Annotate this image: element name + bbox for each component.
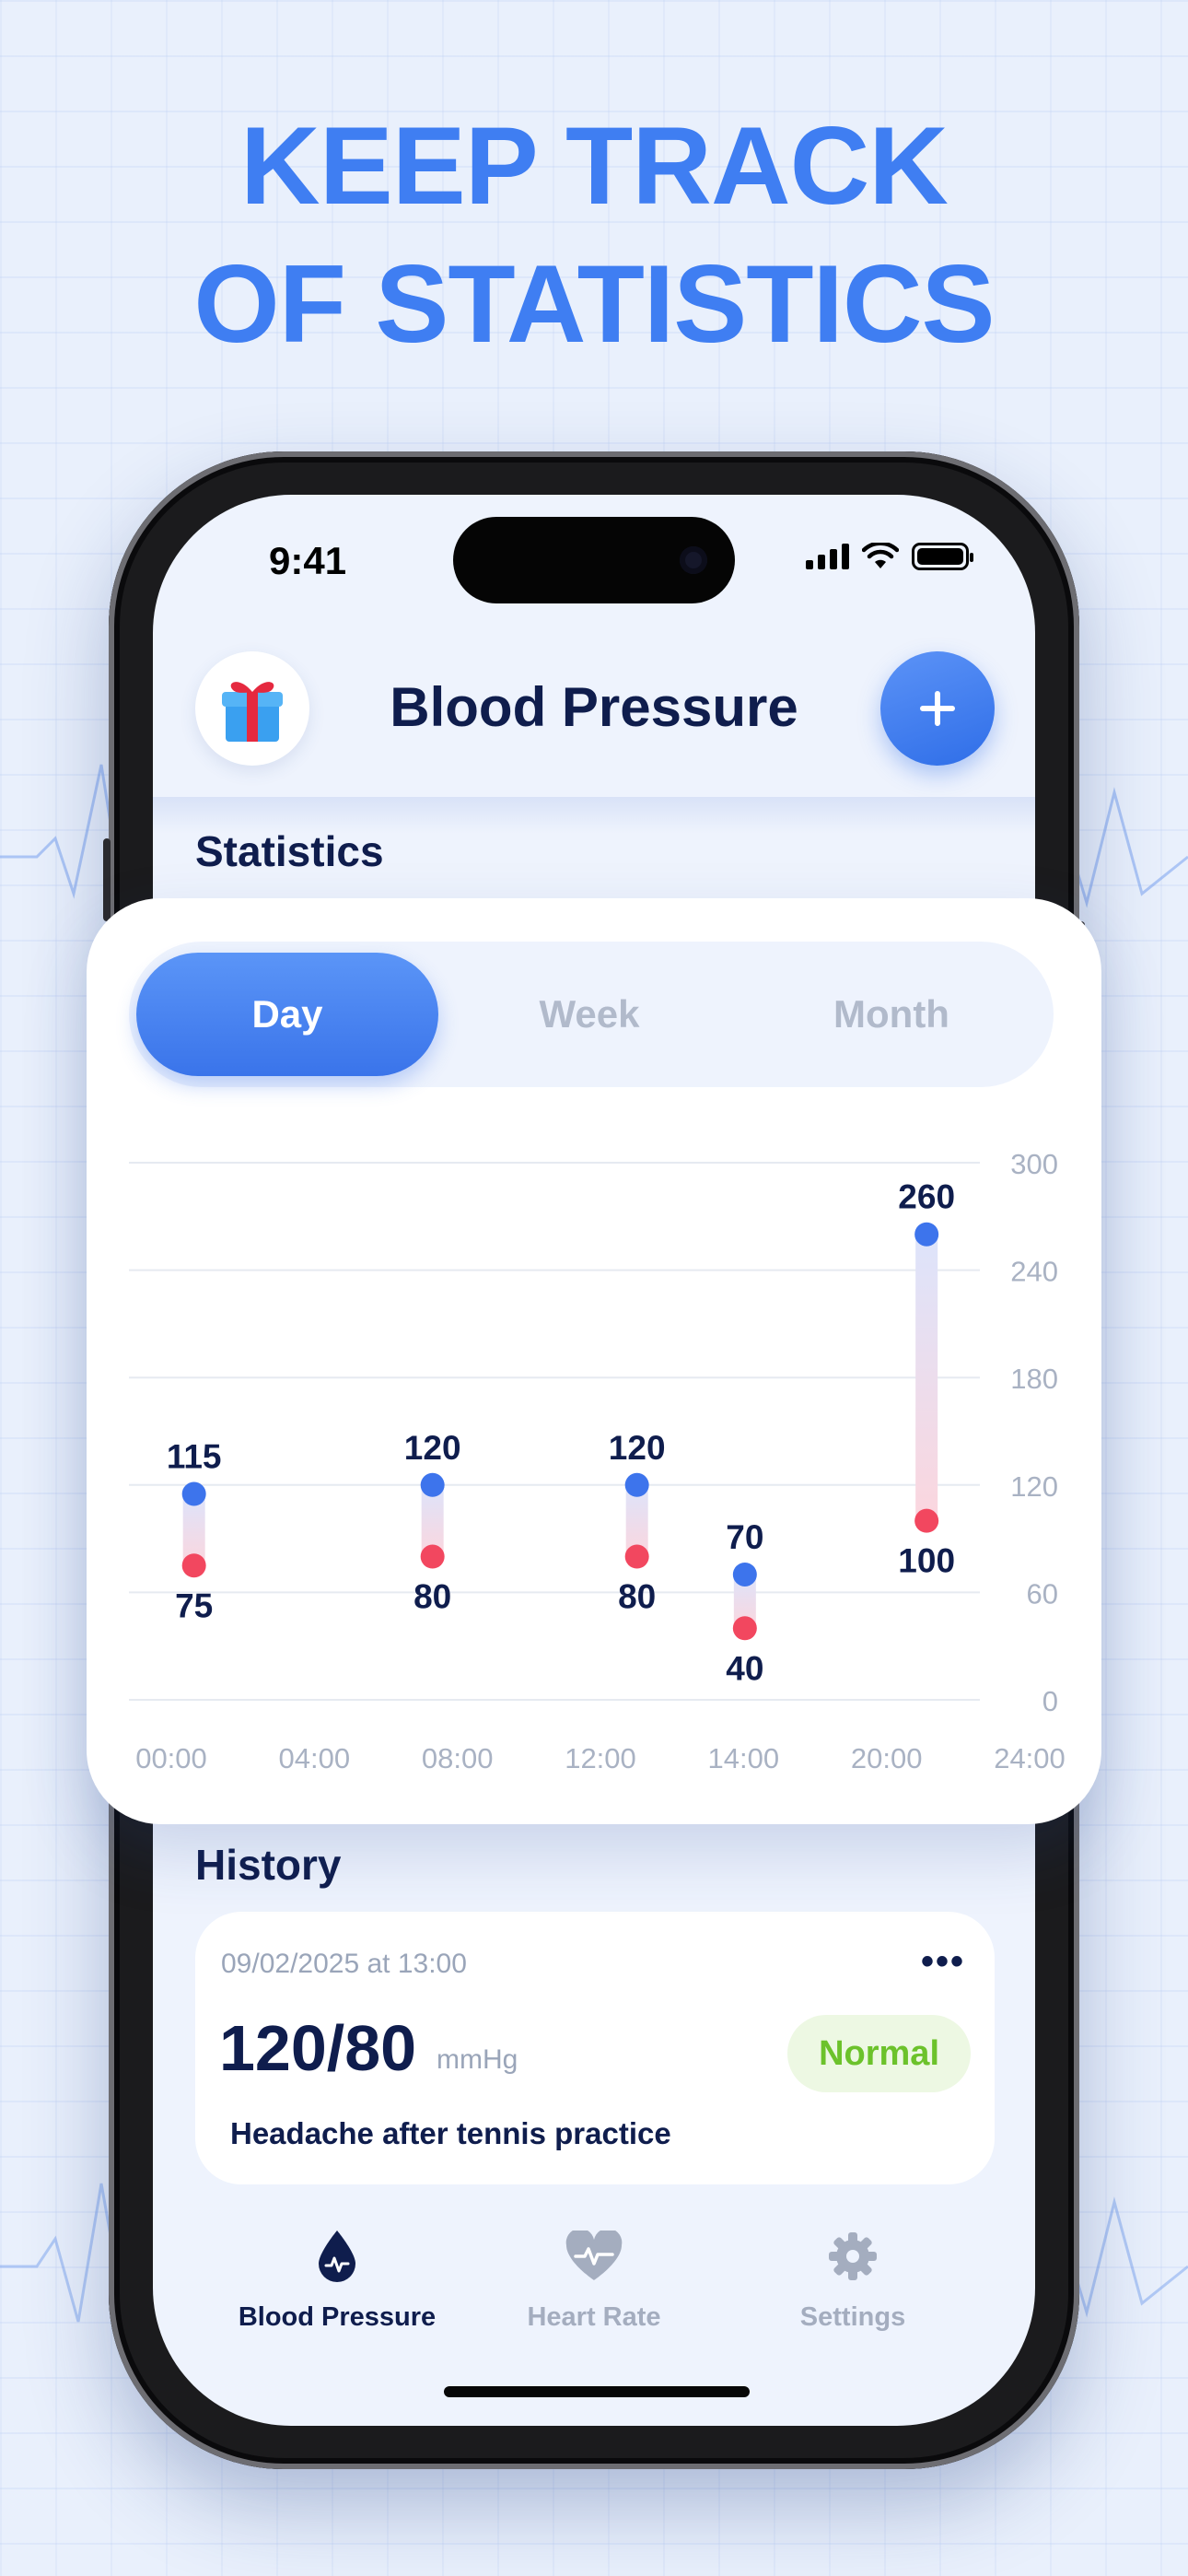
- tab-blood-pressure[interactable]: Blood Pressure: [199, 2227, 475, 2333]
- diastolic-point: [732, 1616, 757, 1641]
- history-entry-date: 09/02/2025 at 13:00: [221, 1949, 467, 1979]
- phone-side-button: [103, 838, 111, 921]
- wifi-icon: [862, 543, 899, 568]
- diastolic-point: [420, 1544, 445, 1569]
- gift-icon: [222, 682, 283, 742]
- x-tick-label: 08:00: [422, 1742, 494, 1774]
- diastolic-value-label: 75: [175, 1587, 213, 1624]
- range-bar: [421, 1484, 444, 1557]
- gift-button[interactable]: [195, 651, 309, 766]
- tab-heart-rate[interactable]: Heart Rate: [456, 2227, 732, 2333]
- systolic-value-label: 260: [898, 1178, 955, 1216]
- range-bar: [915, 1234, 938, 1521]
- diastolic-point: [914, 1508, 939, 1533]
- x-tick-label: 00:00: [135, 1742, 207, 1774]
- tab-label-heart-rate: Heart Rate: [527, 2302, 661, 2332]
- systolic-value-label: 120: [404, 1429, 461, 1467]
- systolic-value-label: 120: [609, 1429, 666, 1467]
- history-entry-note: Headache after tennis practice: [230, 2116, 671, 2150]
- plus-icon: [920, 691, 955, 726]
- cellular-signal-icon: [806, 544, 849, 569]
- tab-week[interactable]: Week: [539, 992, 640, 1036]
- y-tick-label: 240: [1010, 1256, 1058, 1288]
- history-title: History: [195, 1841, 342, 1889]
- more-options-icon[interactable]: •••: [920, 1941, 965, 1982]
- systolic-point: [732, 1562, 757, 1587]
- y-tick-label: 60: [1027, 1577, 1058, 1610]
- blood-pressure-chart: 300 240 180 120 60 0 00:00 04:00 08:00 12:00 14:0…: [129, 1148, 1066, 1774]
- x-tick-label: 24:00: [994, 1742, 1066, 1774]
- diastolic-value-label: 100: [898, 1542, 955, 1580]
- systolic-point: [181, 1481, 206, 1506]
- gear-icon: [829, 2232, 877, 2280]
- systolic-point: [914, 1222, 939, 1247]
- range-bar: [733, 1574, 756, 1629]
- systolic-value-label: 70: [726, 1518, 763, 1556]
- diastolic-value-label: 80: [413, 1578, 451, 1616]
- range-bar: [625, 1484, 648, 1557]
- tab-label-settings: Settings: [799, 2302, 906, 2332]
- diastolic-value-label: 80: [618, 1578, 656, 1616]
- range-bar: [182, 1493, 205, 1566]
- period-segmented-control: Day Week Month: [129, 942, 1054, 1087]
- blood-drop-icon: [319, 2231, 355, 2282]
- history-entry-card[interactable]: 09/02/2025 at 13:00 ••• 120/80 mmHg Norm…: [195, 1912, 995, 2184]
- tab-label-blood-pressure: Blood Pressure: [238, 2302, 437, 2332]
- tab-month[interactable]: Month: [833, 992, 949, 1036]
- y-tick-label: 180: [1010, 1363, 1058, 1395]
- headline-line-2: OF STATISTICS: [193, 242, 995, 366]
- y-tick-label: 120: [1010, 1470, 1058, 1503]
- tab-settings[interactable]: Settings: [715, 2227, 991, 2333]
- page-title: Blood Pressure: [390, 676, 798, 738]
- history-entry-value: 120/80: [219, 2012, 417, 2084]
- systolic-point: [624, 1472, 649, 1497]
- status-time: 9:41: [269, 539, 347, 582]
- x-tick-label: 04:00: [279, 1742, 351, 1774]
- y-tick-label: 0: [1042, 1685, 1058, 1717]
- x-tick-label: 20:00: [851, 1742, 923, 1774]
- promo-headline: KEEP TRACK OF STATISTICS: [0, 97, 1188, 373]
- add-measurement-button[interactable]: [880, 651, 995, 766]
- x-tick-label: 14:00: [708, 1742, 780, 1774]
- headline-line-1: KEEP TRACK: [240, 104, 949, 228]
- systolic-point: [420, 1472, 445, 1497]
- heart-pulse-icon: [565, 2231, 623, 2280]
- battery-icon: [912, 543, 973, 570]
- diastolic-point: [181, 1553, 206, 1578]
- history-entry-unit: mmHg: [437, 2044, 518, 2075]
- diastolic-value-label: 40: [726, 1649, 763, 1687]
- y-tick-label: 300: [1010, 1148, 1058, 1180]
- diastolic-point: [624, 1544, 649, 1569]
- status-badge: Normal: [787, 2015, 971, 2092]
- header-shadow: [153, 797, 1035, 834]
- home-indicator[interactable]: [444, 2386, 750, 2397]
- statistics-title: Statistics: [195, 827, 384, 875]
- dynamic-island: [453, 517, 735, 603]
- statistics-card: Day Week Month 300 240 180 120 60 0 00:00 04:0…: [87, 898, 1101, 1824]
- status-icons: [806, 543, 973, 570]
- tab-day[interactable]: Day: [136, 953, 438, 1076]
- x-tick-label: 12:00: [565, 1742, 636, 1774]
- systolic-value-label: 115: [167, 1438, 222, 1476]
